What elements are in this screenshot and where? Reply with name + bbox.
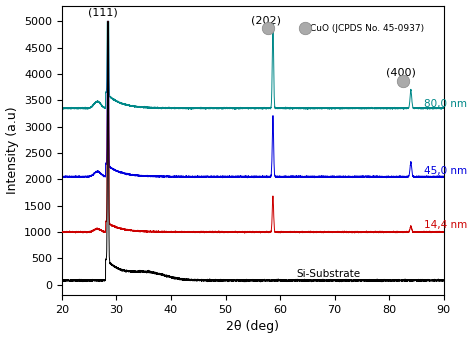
Text: CuO (JCPDS No. 45-0937): CuO (JCPDS No. 45-0937) [310, 24, 424, 33]
Text: 45,0 nm: 45,0 nm [425, 166, 468, 176]
Y-axis label: Intensity (a.u): Intensity (a.u) [6, 106, 18, 194]
Text: (111): (111) [88, 7, 118, 17]
Text: Si-Substrate: Si-Substrate [296, 269, 361, 279]
Text: 80,0 nm: 80,0 nm [425, 99, 467, 109]
Text: (202): (202) [251, 15, 282, 25]
Text: (400): (400) [386, 67, 416, 77]
Text: 14,4 nm: 14,4 nm [425, 220, 468, 230]
X-axis label: 2θ (deg): 2θ (deg) [226, 320, 279, 334]
